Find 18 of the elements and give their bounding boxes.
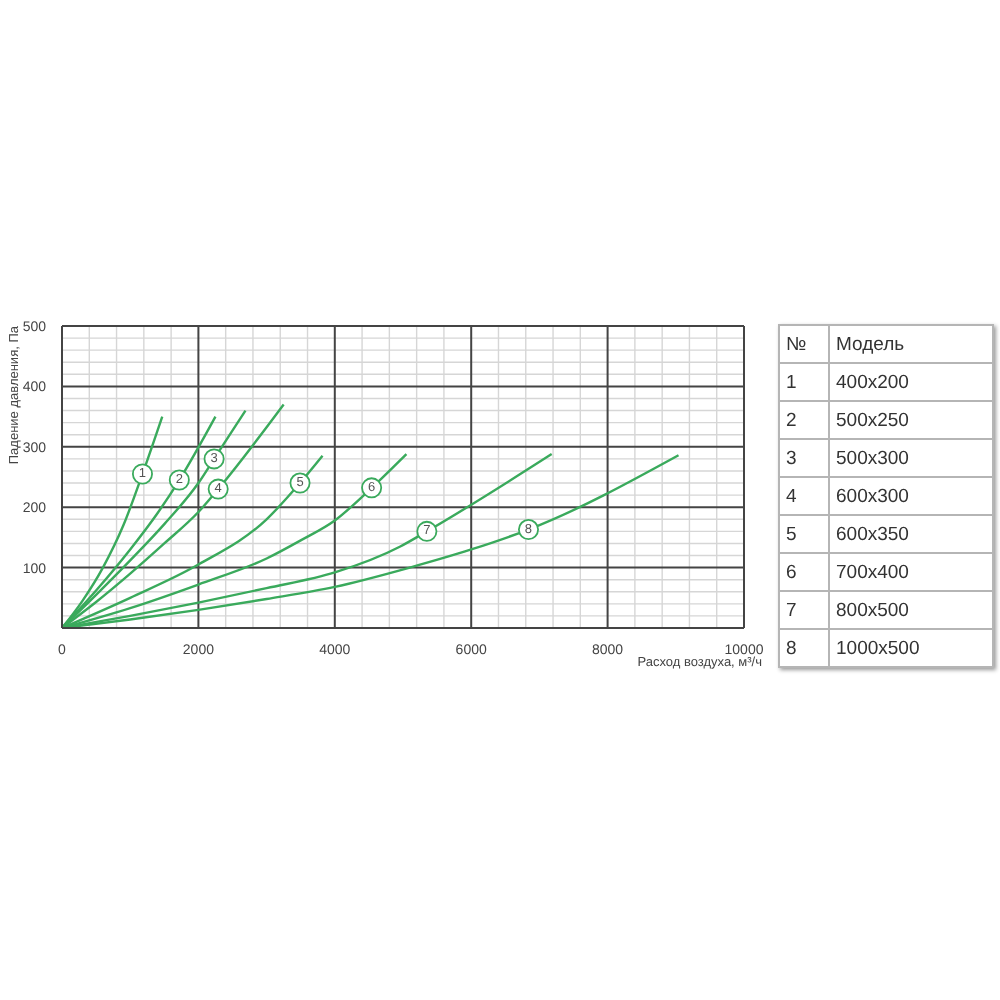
text: 4 — [786, 485, 797, 507]
text: 8 — [786, 637, 797, 659]
text: 400x200 — [829, 363, 993, 401]
text: 7 — [786, 599, 797, 621]
text: № — [779, 325, 829, 363]
text: 600x350 — [829, 515, 993, 553]
text: 1 — [786, 371, 797, 393]
text: 1000x500 — [829, 629, 993, 667]
text: 6 — [786, 561, 797, 583]
text: 500x300 — [829, 439, 993, 477]
text: 600x300 — [829, 477, 993, 515]
text: 5 — [786, 523, 797, 545]
text: Модель — [829, 325, 993, 363]
text: 800x500 — [829, 591, 993, 629]
text: 500x250 — [829, 401, 993, 439]
text: 2 — [786, 409, 797, 431]
text: 700x400 — [829, 553, 993, 591]
text: 3 — [786, 447, 797, 469]
